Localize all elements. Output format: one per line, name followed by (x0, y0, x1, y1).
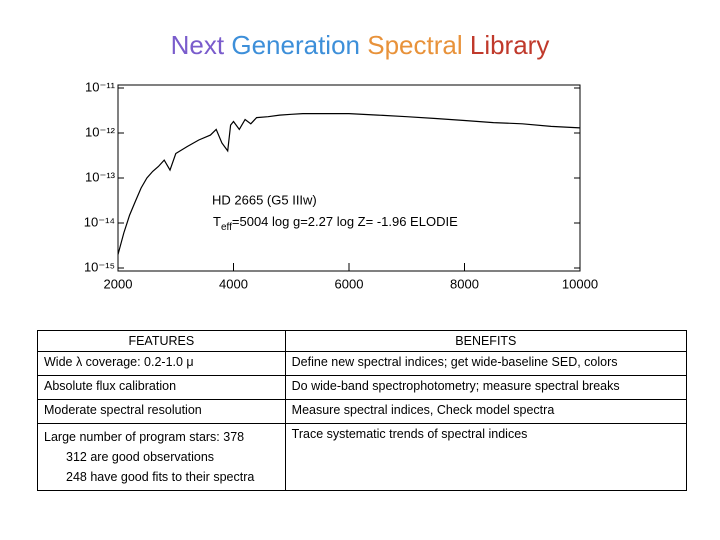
table-cell: Do wide-band spectrophotometry; measure … (284, 375, 688, 400)
title-word: Generation (231, 30, 360, 60)
table: FEATURES BENEFITS Wide λ coverage: 0.2-1.0… (37, 330, 688, 491)
cell-line: 312 are good observations (66, 450, 215, 464)
table-header: BENEFITS (284, 330, 688, 352)
table-row: Absolute flux calibration Do wide-band sp… (37, 375, 688, 400)
cell-line: 248 have good fits to their spectra (66, 470, 255, 484)
title-word: Next (170, 30, 225, 60)
param: T (213, 214, 221, 229)
table-cell: Trace systematic trends of spectral indi… (284, 423, 688, 491)
title-word: Spectral (367, 30, 463, 60)
param-sub: eff (221, 222, 232, 233)
x-tick-label: 6000 (335, 276, 364, 291)
table-row: Large number of program stars: 378 312 ar… (37, 423, 688, 491)
y-tick-label: 10⁻¹⁴ (84, 214, 115, 229)
table-cell: Wide λ coverage: 0.2-1.0 μ (37, 351, 286, 376)
table-cell: Moderate spectral resolution (37, 399, 286, 424)
table-row: Moderate spectral resolution Measure spec… (37, 399, 688, 424)
y-tick-label: 10⁻¹⁵ (84, 259, 115, 274)
x-tick-label: 4000 (219, 276, 248, 291)
x-tick-label: 2000 (104, 276, 133, 291)
title: Next Generation Spectral Library (0, 30, 720, 61)
table-cell: Define new spectral indices; get wide-ba… (284, 351, 688, 376)
y-tick-label: 10⁻¹¹ (85, 79, 116, 94)
param: =5004 log g=2.27 log Z= -1.96 ELODIE (232, 214, 458, 229)
star-name: HD 2665 (G5 IIIw) (212, 192, 317, 207)
x-tick-label: 10000 (562, 276, 598, 291)
cell-line: Large number of program stars: 378 (44, 430, 245, 444)
title-word: Library (469, 30, 550, 60)
star-params: Teff=5004 log g=2.27 log Z= -1.96 ELODIE (213, 214, 458, 232)
y-tick-label: 10⁻¹³ (85, 169, 116, 184)
table-cell: Large number of program stars: 378 312 ar… (37, 423, 286, 491)
table-header: FEATURES (37, 330, 286, 352)
x-tick-label: 8000 (450, 276, 479, 291)
plot-frame (117, 84, 581, 272)
y-tick-label: 10⁻¹² (85, 124, 116, 139)
spectrum-line (117, 113, 581, 255)
chart: 10⁻¹⁵ 10⁻¹⁴ 10⁻¹³ 10⁻¹² 10⁻¹¹ 2000 4000 6000 800… (84, 79, 598, 291)
table-cell: Measure spectral indices, Check model sp… (284, 399, 688, 424)
table-cell: Absolute flux calibration (37, 375, 286, 400)
table-row: Wide λ coverage: 0.2-1.0 μ Define new spe… (37, 351, 688, 376)
